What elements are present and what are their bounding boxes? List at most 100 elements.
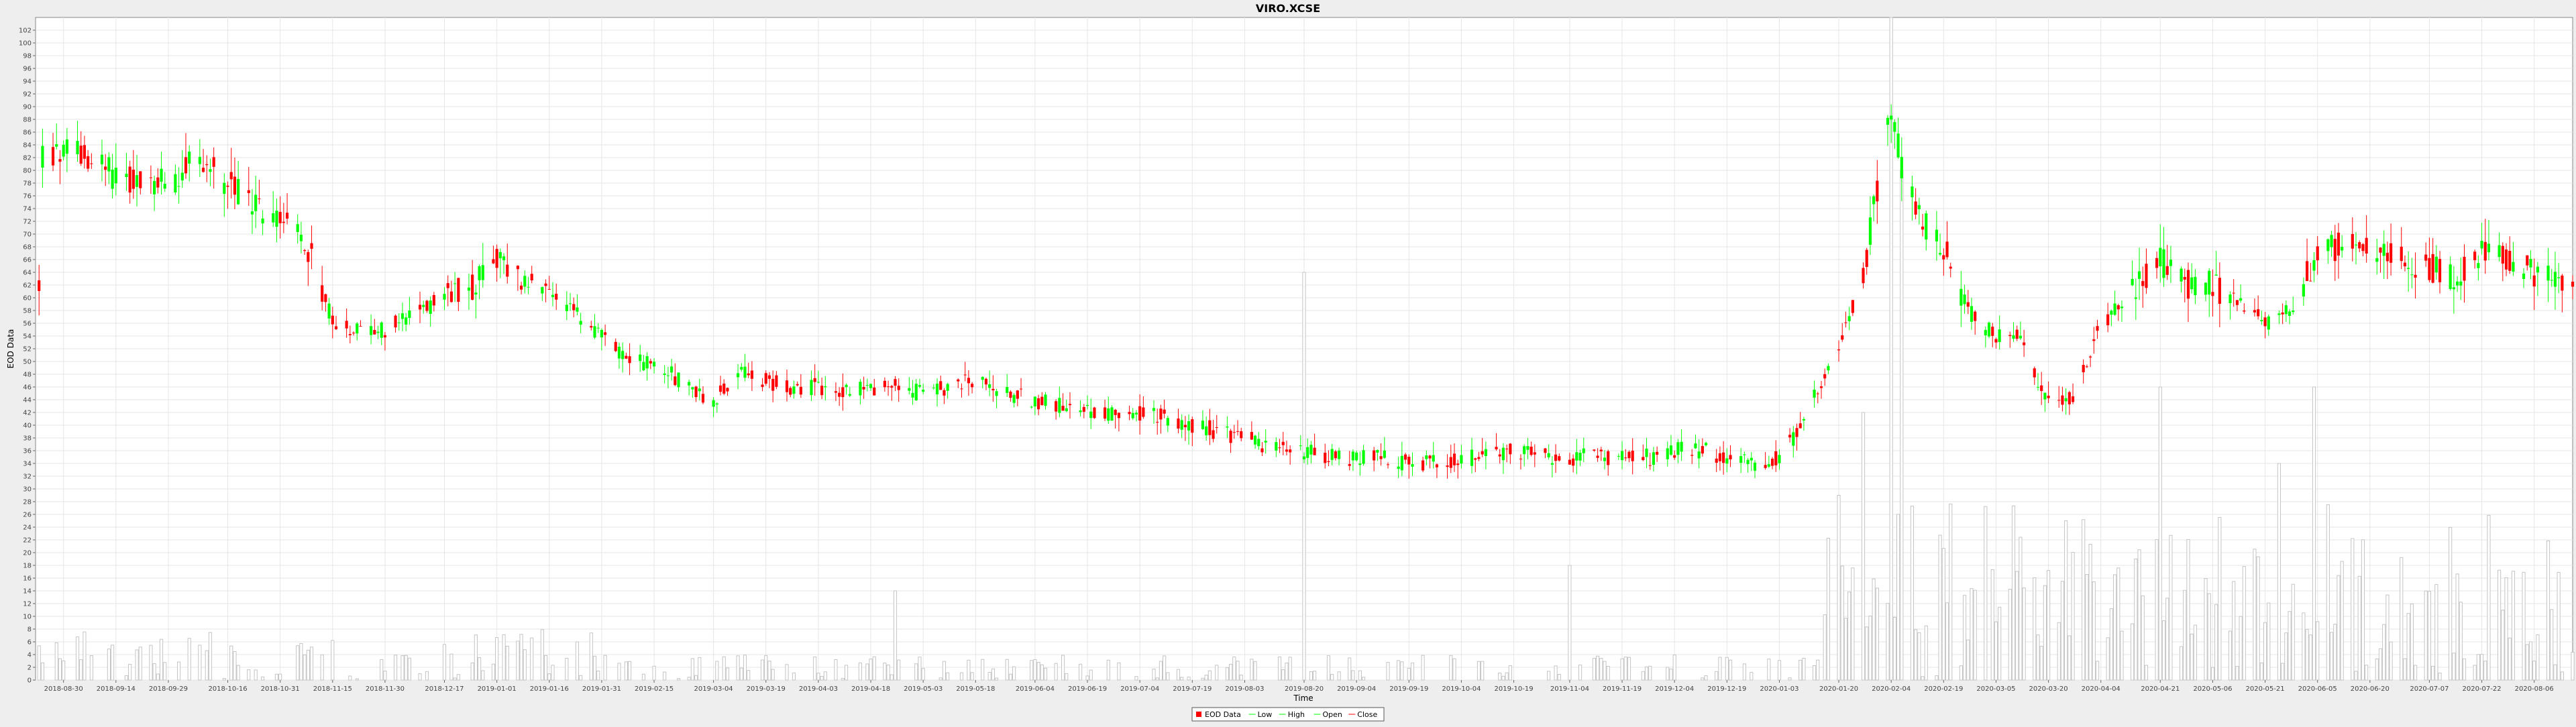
volume-bar [641, 673, 646, 681]
candle-down [2473, 251, 2477, 260]
candle-down [775, 375, 778, 387]
candle-down [2333, 239, 2337, 262]
x-tick-label: 2018-11-15 [313, 685, 352, 693]
candle-down [516, 266, 519, 270]
candle-down [1061, 406, 1065, 411]
candle-up [1257, 439, 1260, 447]
volume-bar [37, 645, 41, 681]
candle-down [813, 378, 816, 382]
candle-down [2361, 244, 2365, 251]
candle-up [911, 392, 914, 398]
volume-bar [205, 650, 209, 681]
volume-bar [159, 638, 164, 681]
candle-up [2480, 241, 2483, 249]
candle-down [1250, 432, 1253, 440]
x-tick-label: 2020-02-04 [1872, 685, 1911, 693]
volume-bar [743, 655, 747, 681]
candle-up [1411, 463, 1414, 467]
candle-up [1778, 455, 1781, 463]
volume-bar [2088, 544, 2092, 681]
y-tick-label: 34 [23, 461, 32, 468]
volume-bar [1623, 657, 1627, 681]
candle-up [2434, 256, 2438, 273]
candle-up [1205, 426, 1208, 436]
chart-title: VIRO.XCSE [1256, 2, 1320, 15]
candle-down [1236, 431, 1240, 432]
y-tick-label: 42 [23, 410, 32, 417]
y-tick-label: 12 [23, 601, 32, 608]
y-tick-label: 54 [23, 333, 32, 341]
volume-bar [393, 655, 398, 681]
candle-up [160, 168, 163, 182]
volume-bar [624, 661, 628, 681]
volume-bar [2308, 634, 2312, 681]
volume-bar [1012, 666, 1016, 681]
volume-bar [617, 663, 621, 681]
volume-bar [2210, 667, 2215, 681]
volume-bar [1812, 665, 1817, 681]
candle-down [894, 379, 897, 386]
volume-bar [1868, 615, 1872, 681]
candle-down [1327, 461, 1330, 463]
candle-down [2403, 262, 2407, 267]
candle-down [1215, 427, 1218, 428]
volume-bar [946, 672, 950, 681]
candle-up [1338, 450, 1341, 459]
candle-up [1694, 443, 1697, 449]
volume-bar [1005, 659, 1009, 681]
candle-down [1093, 407, 1096, 418]
candle-down [694, 386, 698, 398]
volume-bar [1326, 655, 1331, 681]
volume-bar [2410, 603, 2414, 681]
candle-up [946, 384, 949, 391]
candle-up [2410, 274, 2414, 276]
candle-down [1313, 447, 1316, 455]
volume-bar [491, 663, 496, 681]
candle-up [2477, 263, 2480, 268]
volume-bar [771, 669, 775, 681]
y-tick-label: 14 [23, 588, 32, 596]
candle-down [2424, 254, 2428, 261]
volume-bar [149, 645, 153, 681]
candle-up [935, 384, 939, 394]
candle-up [1813, 390, 1816, 398]
volume-bar [2413, 665, 2418, 681]
volume-bar [2015, 571, 2019, 681]
candle-down [83, 145, 87, 159]
candle-down [1403, 454, 1407, 460]
candle-up [2110, 311, 2113, 315]
volume-bar [2242, 566, 2246, 681]
volume-bar [331, 640, 335, 681]
volume-bar [299, 642, 303, 681]
volume-bar [813, 657, 817, 681]
volume-bar [2504, 577, 2508, 681]
candle-up [163, 184, 166, 189]
candle-down [383, 335, 387, 338]
candle-up [2292, 310, 2295, 313]
candle-down [1914, 201, 1917, 215]
x-tick-label: 2019-11-19 [1603, 685, 1642, 693]
candle-up [691, 387, 694, 390]
candle-down [2351, 233, 2354, 249]
volume-bar [2137, 549, 2141, 681]
candle-down [991, 388, 995, 391]
candle-up [2452, 287, 2455, 290]
x-tick-label: 2018-10-31 [261, 685, 300, 693]
candle-down [1554, 454, 1558, 461]
candle-up [698, 388, 701, 392]
candle-down [2365, 237, 2368, 254]
candle-down [139, 171, 142, 188]
candle-up [2375, 258, 2379, 262]
volume-bar [156, 673, 160, 681]
candle-up [1362, 450, 1365, 464]
x-tick-label: 2019-05-18 [956, 685, 995, 693]
candle-down [1823, 374, 1827, 379]
volume-bar [1358, 670, 1362, 681]
y-tick-label: 46 [23, 384, 32, 392]
y-tick-label: 74 [23, 206, 32, 213]
candle-up [422, 304, 425, 307]
candle-down [1428, 455, 1432, 459]
candle-up [1547, 453, 1550, 457]
volume-bar [1208, 670, 1212, 681]
volume-bar [2501, 610, 2505, 681]
